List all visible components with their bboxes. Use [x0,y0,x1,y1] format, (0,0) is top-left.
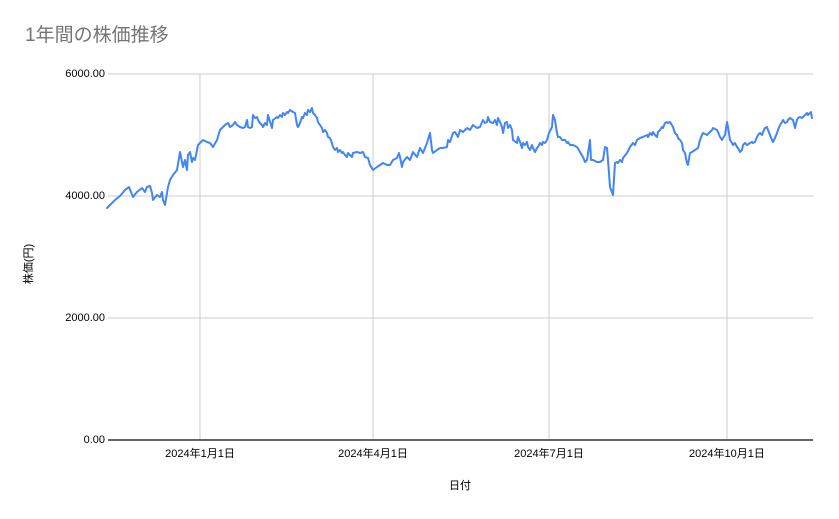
x-axis-tick-label: 2024年10月1日 [689,448,765,460]
x-axis-tick-label: 2024年1月1日 [165,448,235,460]
chart-title: 1年間の株価推移 [25,25,169,46]
price-line-series [106,107,813,209]
y-axis-tick-label: 4000.00 [65,190,105,202]
x-axis-tick-label: 2024年7月1日 [514,448,584,460]
x-axis-tick-label: 2024年4月1日 [338,448,408,460]
y-axis-tick-label: 0.00 [83,434,105,446]
x-axis-title: 日付 [449,480,471,492]
y-axis-title: 株価(円) [23,243,35,285]
y-axis-tick-label: 6000.00 [65,68,105,80]
y-axis-tick-label: 2000.00 [65,312,105,324]
